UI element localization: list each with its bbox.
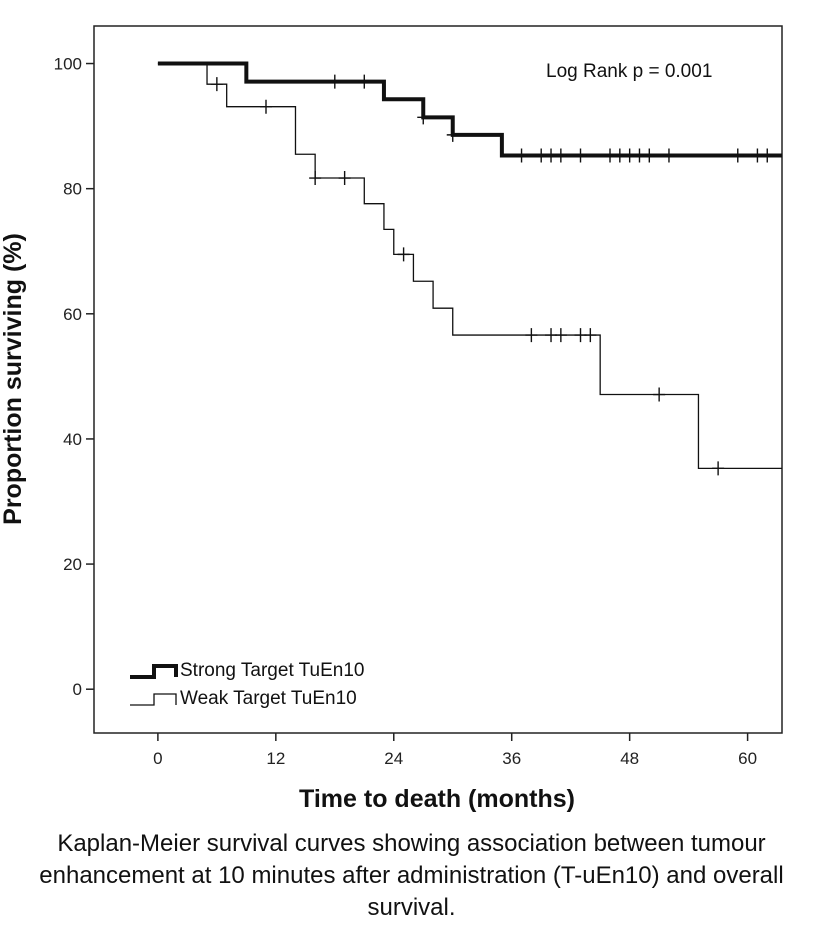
log-rank-annotation: Log Rank p = 0.001 bbox=[546, 61, 712, 82]
kaplan-meier-chart: 0 20 40 60 80 100 0 12 24 36 48 60 Log Rank p = 0.… bbox=[0, 25, 783, 813]
series-layer bbox=[157, 61, 782, 476]
x-tick-label: 36 bbox=[502, 749, 521, 768]
censor-mark bbox=[731, 148, 744, 163]
censor-mark bbox=[515, 148, 528, 163]
censor-mark bbox=[525, 328, 538, 343]
censor-mark bbox=[417, 110, 430, 125]
censor-mark bbox=[260, 99, 272, 114]
x-axis: 0 12 24 36 48 60 bbox=[153, 733, 757, 768]
legend-label: Weak Target TuEn10 bbox=[180, 688, 357, 709]
x-tick-label: 0 bbox=[153, 749, 162, 768]
x-tick-label: 12 bbox=[266, 749, 285, 768]
censor-mark bbox=[761, 148, 774, 163]
censor-mark bbox=[574, 148, 587, 163]
censor-mark bbox=[653, 387, 666, 402]
x-tick-label: 24 bbox=[384, 749, 403, 768]
y-tick-label: 20 bbox=[63, 555, 82, 574]
plot-frame bbox=[93, 25, 783, 734]
y-axis: 0 20 40 60 80 100 bbox=[54, 55, 94, 699]
censor-mark bbox=[338, 171, 351, 186]
censor-mark bbox=[309, 171, 322, 186]
y-axis-title: Proportion surviving (%) bbox=[0, 233, 27, 525]
x-tick-label: 48 bbox=[620, 749, 639, 768]
censor-mark bbox=[554, 148, 567, 163]
y-tick-label: 0 bbox=[73, 680, 82, 699]
censor-mark bbox=[397, 247, 410, 262]
censor-mark bbox=[662, 148, 675, 163]
survival-line-strong bbox=[157, 61, 782, 158]
censor-mark bbox=[554, 328, 567, 343]
y-tick-label: 40 bbox=[63, 430, 82, 449]
survival-line-weak bbox=[157, 62, 782, 469]
censor-mark bbox=[584, 328, 597, 343]
censor-mark bbox=[328, 74, 341, 89]
censor-mark bbox=[358, 74, 371, 89]
x-axis-title: Time to death (months) bbox=[299, 785, 575, 813]
censor-mark bbox=[643, 148, 656, 163]
y-tick-label: 80 bbox=[63, 180, 82, 199]
figure-caption: Kaplan-Meier survival curves showing ass… bbox=[39, 830, 784, 921]
legend: Strong Target TuEn10 Weak Target TuEn10 bbox=[130, 660, 365, 709]
censor-mark bbox=[210, 77, 223, 92]
legend-swatch bbox=[130, 693, 177, 706]
censor-mark bbox=[712, 461, 725, 476]
y-tick-label: 100 bbox=[54, 55, 82, 74]
legend-label: Strong Target TuEn10 bbox=[180, 660, 365, 681]
x-tick-label: 60 bbox=[738, 749, 757, 768]
legend-swatch bbox=[130, 664, 178, 679]
censor-mark bbox=[446, 127, 459, 142]
y-tick-label: 60 bbox=[63, 305, 82, 324]
